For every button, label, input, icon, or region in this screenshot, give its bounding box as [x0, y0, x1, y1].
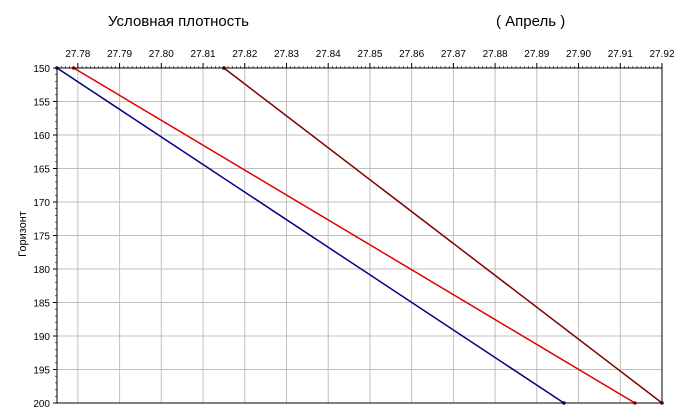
x-tick-label: 27.92 — [649, 49, 674, 60]
chart-title: Условная плотность — [108, 13, 249, 30]
y-tick-label: 190 — [33, 332, 50, 343]
series-lines — [55, 66, 664, 405]
series-line-3 — [223, 67, 663, 404]
series-line-1 — [56, 67, 565, 404]
x-tick-label: 27.91 — [608, 49, 633, 60]
x-tick-label: 27.88 — [483, 49, 508, 60]
x-tick-label: 27.87 — [441, 49, 466, 60]
y-tick-label: 170 — [33, 198, 50, 209]
y-axis-label: Горизонт — [17, 211, 29, 257]
plot-frame — [56, 67, 663, 404]
x-tick-label: 27.81 — [191, 49, 216, 60]
y-tick-label: 165 — [33, 165, 50, 176]
chart-subtitle: ( Апрель ) — [496, 13, 565, 30]
x-tick-label: 27.82 — [232, 49, 257, 60]
x-axis: 27.78 27.79 27.80 27.81 27.82 27.83 27.84 27.85… — [60, 49, 675, 68]
y-tick-label: 185 — [33, 299, 50, 310]
x-tick-label: 27.79 — [107, 49, 132, 60]
x-tick-label: 27.89 — [524, 49, 549, 60]
x-tick-label: 27.86 — [399, 49, 424, 60]
y-tick-label: 155 — [33, 98, 50, 109]
grid — [57, 67, 663, 404]
y-tick-label: 160 — [33, 131, 50, 142]
x-tick-label: 27.85 — [357, 49, 382, 60]
x-tick-label: 27.84 — [316, 49, 341, 60]
x-tick-label: 27.90 — [566, 49, 591, 60]
y-tick-label: 150 — [33, 64, 50, 75]
x-tick-label: 27.83 — [274, 49, 299, 60]
y-tick-label: 175 — [33, 232, 50, 243]
y-tick-label: 200 — [33, 399, 50, 410]
y-axis: 150 155 160 165 170 175 180 185 190 195 200 — [33, 64, 57, 410]
series-line-2 — [73, 67, 636, 404]
y-tick-label: 195 — [33, 366, 50, 377]
x-tick-label: 27.78 — [65, 49, 90, 60]
x-tick-label: 27.80 — [149, 49, 174, 60]
y-tick-label: 180 — [33, 265, 50, 276]
